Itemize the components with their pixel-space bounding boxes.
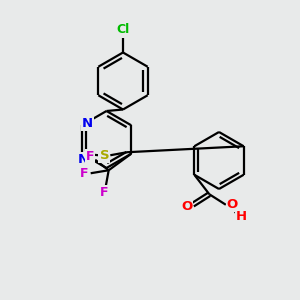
- Text: F: F: [85, 150, 94, 163]
- Text: F: F: [100, 186, 108, 199]
- Text: N: N: [78, 153, 89, 166]
- Text: F: F: [80, 167, 88, 180]
- Text: Cl: Cl: [116, 22, 130, 36]
- Text: S: S: [100, 149, 109, 162]
- Text: N: N: [82, 117, 93, 130]
- Text: O: O: [181, 200, 192, 213]
- Text: H: H: [236, 210, 247, 223]
- Text: O: O: [227, 198, 238, 211]
